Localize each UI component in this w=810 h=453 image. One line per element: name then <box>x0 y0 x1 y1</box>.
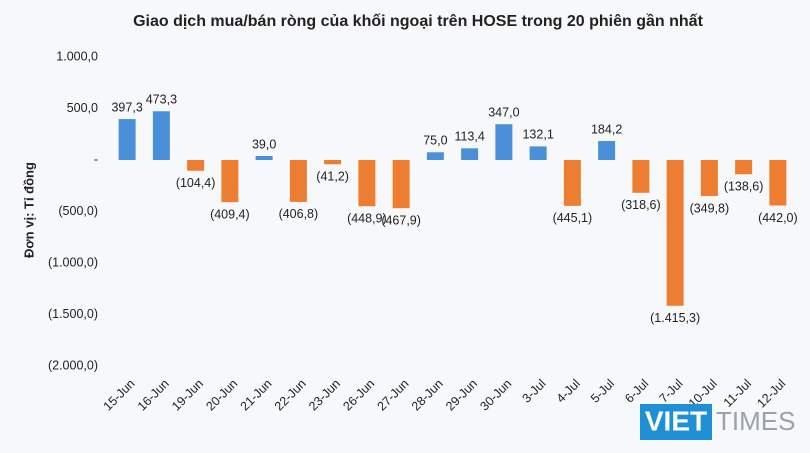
value-label: (104,4) <box>176 176 216 190</box>
value-label: (41,2) <box>316 170 349 184</box>
value-label: (448,9) <box>347 212 387 226</box>
bar <box>255 155 273 160</box>
value-label: (409,4) <box>210 207 250 221</box>
value-label: 397,3 <box>111 100 142 114</box>
y-tick-label: (2.000,0) <box>48 358 98 372</box>
value-label: (1.415,3) <box>650 311 700 325</box>
bar <box>735 160 753 175</box>
value-label: (442,0) <box>758 211 798 225</box>
bar <box>632 160 650 193</box>
bar <box>221 160 239 203</box>
y-tick-label: 1.000,0 <box>56 49 98 63</box>
value-label: 132,1 <box>522 128 553 142</box>
value-label: 75,0 <box>423 134 447 148</box>
logo-box <box>640 404 712 440</box>
value-label: (138,6) <box>724 180 764 194</box>
logo: VIET TIMES <box>640 404 795 440</box>
value-label: 347,0 <box>488 106 519 120</box>
bar <box>461 148 479 160</box>
value-label: (445,1) <box>553 211 593 225</box>
logo-right: TIMES <box>716 406 795 436</box>
bar <box>392 160 410 209</box>
bar <box>324 160 342 165</box>
y-tick-label: - <box>94 152 98 166</box>
bar <box>118 119 136 160</box>
bar <box>769 160 787 206</box>
y-tick-label: (500,0) <box>58 204 98 218</box>
bar <box>495 124 513 160</box>
value-label: 473,3 <box>146 93 177 107</box>
y-axis-title: Đơn vị: Tỉ đồng <box>21 162 36 258</box>
bar <box>598 141 616 160</box>
bar <box>666 160 684 306</box>
bar <box>529 146 547 160</box>
value-label: (406,8) <box>279 207 319 221</box>
bar <box>700 160 718 197</box>
value-label: 113,4 <box>454 130 484 144</box>
value-label: 39,0 <box>252 137 276 151</box>
y-tick-label: (1.000,0) <box>48 255 98 269</box>
value-label: (318,6) <box>621 198 661 212</box>
value-label: 184,2 <box>591 122 622 136</box>
bar <box>152 111 170 160</box>
value-label: (467,9) <box>381 213 421 227</box>
bar <box>289 160 307 202</box>
bar <box>563 160 581 206</box>
bar <box>187 160 205 171</box>
y-tick-label: 500,0 <box>67 101 98 115</box>
bar <box>358 160 376 207</box>
chart-title: Giao dịch mua/bán ròng của khối ngoại tr… <box>133 13 704 30</box>
bar <box>426 152 444 160</box>
y-tick-label: (1.500,0) <box>48 307 98 321</box>
value-label: (349,8) <box>690 201 730 215</box>
logo-left: VIET <box>645 405 707 436</box>
